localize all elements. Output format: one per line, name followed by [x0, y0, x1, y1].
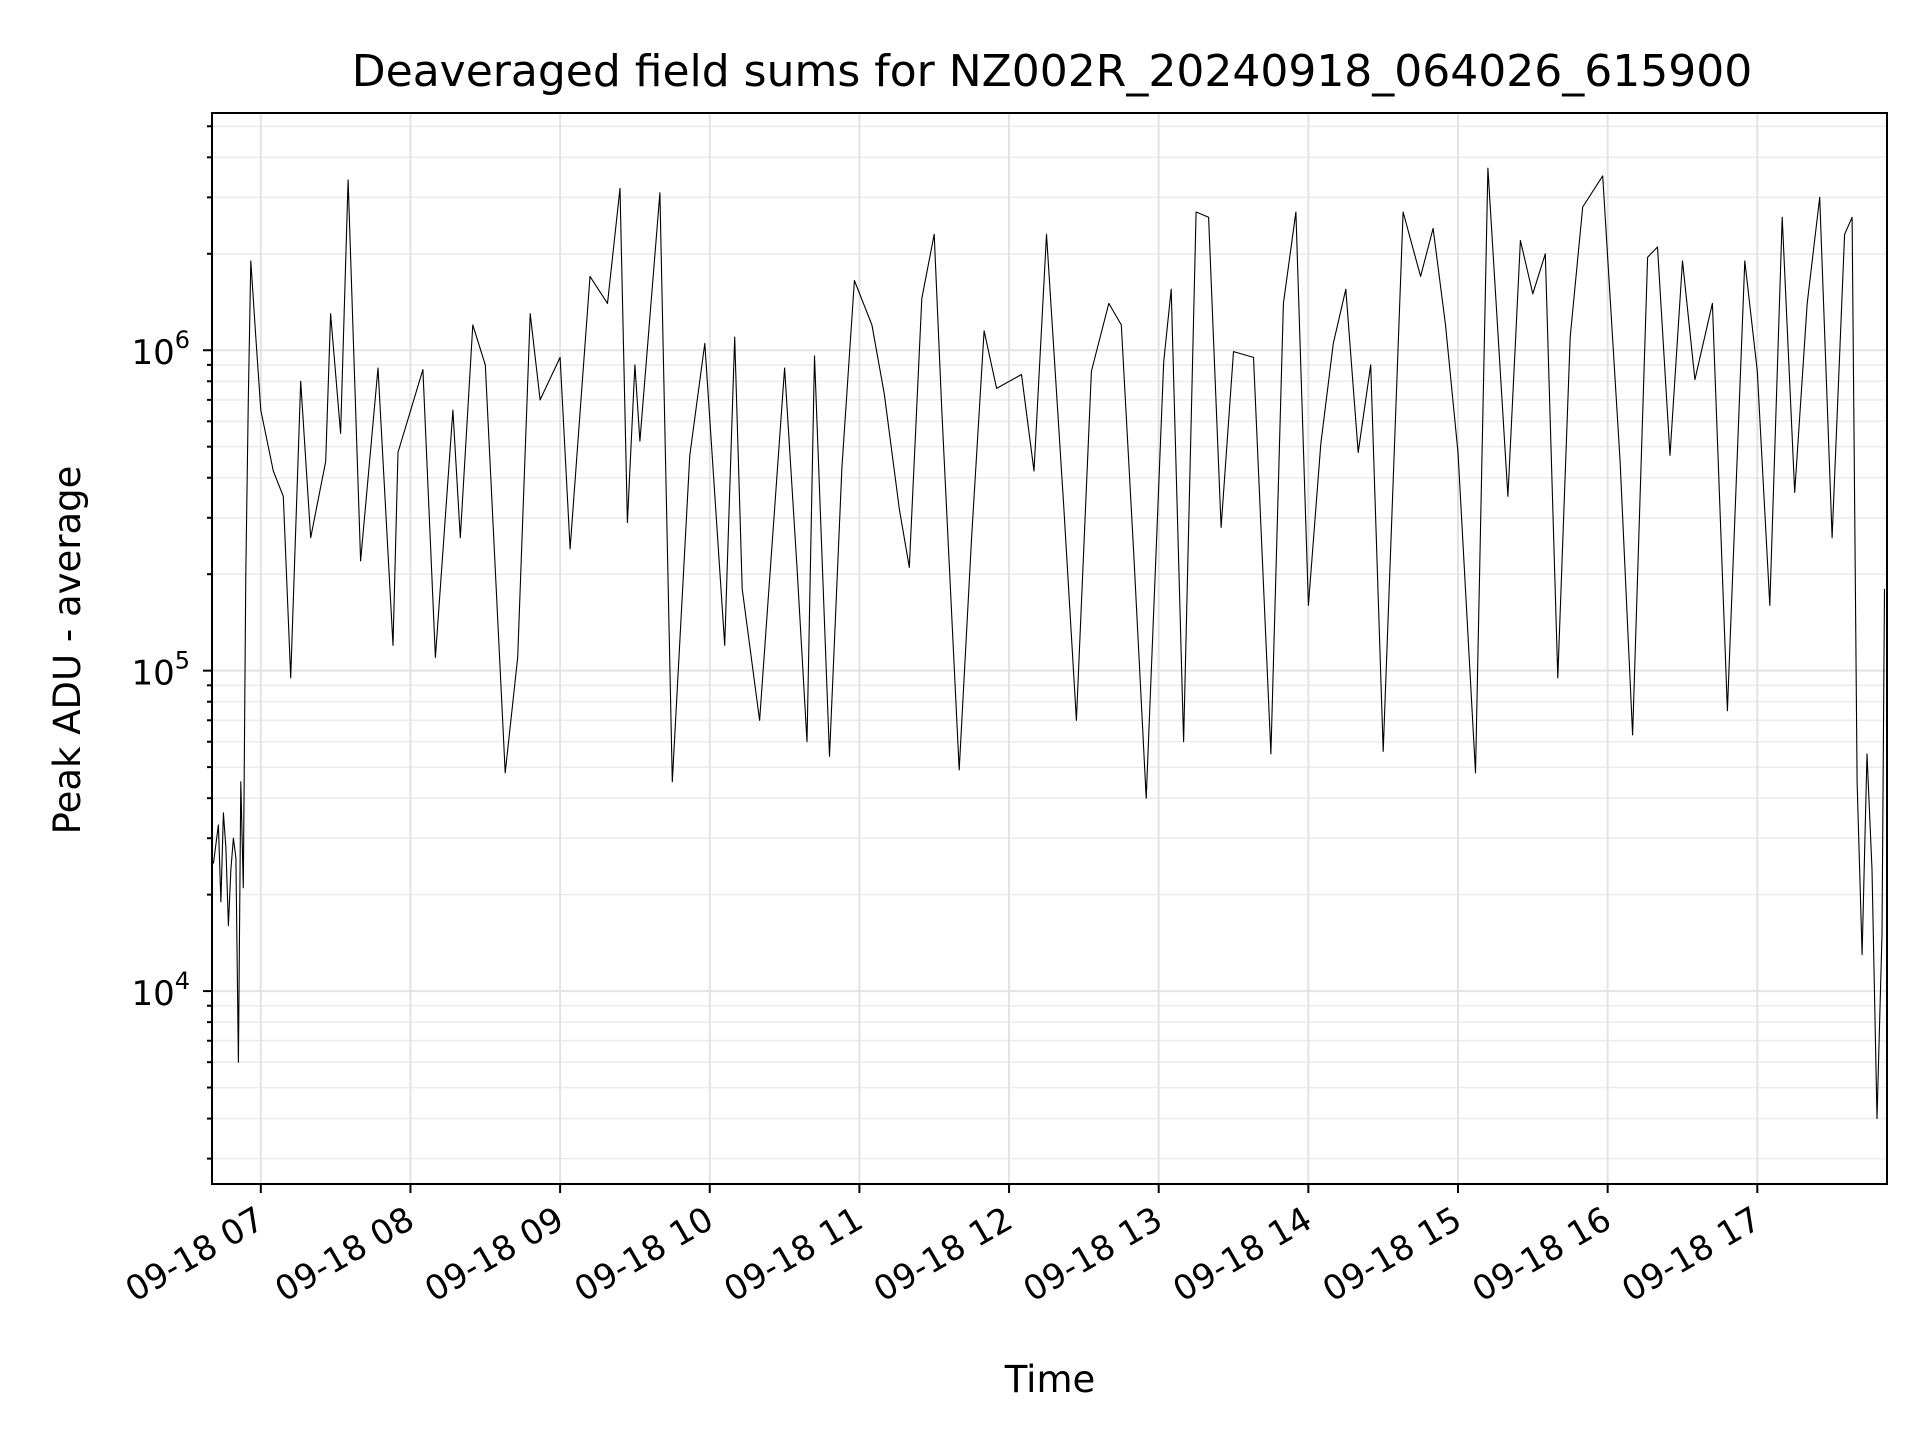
y-tick-label: 106 — [131, 326, 190, 373]
y-axis-label: Peak ADU - average — [46, 466, 89, 835]
x-tick-label: 09-18 13 — [1017, 1199, 1169, 1310]
x-tick-label: 09-18 09 — [418, 1199, 570, 1310]
x-tick-label: 09-18 07 — [119, 1199, 271, 1310]
x-tick-label: 09-18 16 — [1466, 1199, 1618, 1310]
chart-title: Deaveraged field sums for NZ002R_2024091… — [352, 46, 1752, 97]
x-tick-label: 09-18 11 — [718, 1199, 870, 1310]
series-line — [212, 167, 1886, 1120]
plot-frame — [211, 112, 1888, 1185]
y-axis: 104 105 106 — [131, 125, 212, 1160]
x-axis-label: Time — [1004, 1358, 1096, 1401]
y-tick-label: 104 — [131, 967, 190, 1014]
y-tick-label: 105 — [131, 647, 190, 694]
x-tick-label: 09-18 10 — [568, 1199, 720, 1310]
x-tick-label: 09-18 15 — [1316, 1199, 1468, 1310]
x-tick-label: 09-18 14 — [1166, 1199, 1318, 1310]
x-tick-label: 09-18 08 — [269, 1199, 421, 1310]
x-tick-label: 09-18 17 — [1615, 1199, 1767, 1310]
grid — [212, 113, 1887, 1184]
x-tick-label: 09-18 12 — [867, 1199, 1019, 1310]
